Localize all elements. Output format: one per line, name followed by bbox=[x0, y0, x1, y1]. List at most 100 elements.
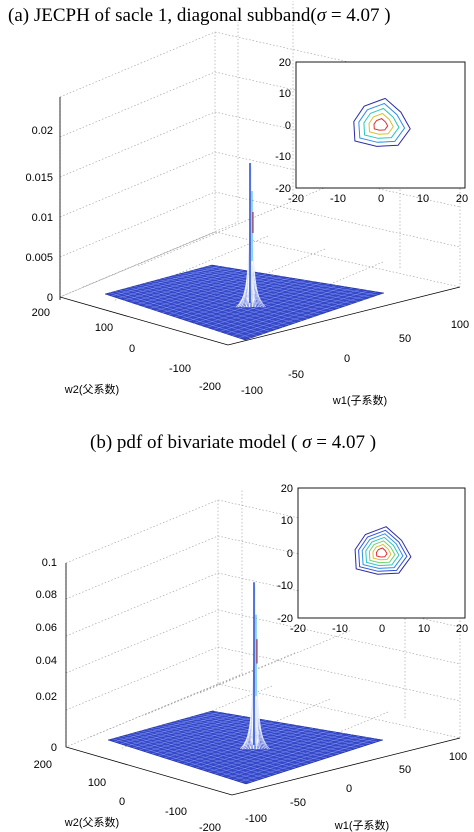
ztick-label: 0.02 bbox=[32, 125, 53, 137]
inset-ytick-label: -20 bbox=[277, 613, 293, 625]
mesh-line bbox=[200, 283, 330, 326]
peak-strand bbox=[251, 235, 265, 308]
mesh-line bbox=[187, 271, 353, 304]
contour-line bbox=[353, 97, 411, 147]
mesh-line bbox=[163, 278, 321, 315]
panel-b-axes-3d: 0 0.02 0.04 0.06 0.08 0.1 200 100 0 -100… bbox=[34, 490, 467, 832]
inset-xtick-label: 20 bbox=[456, 623, 468, 635]
mesh-line bbox=[213, 286, 345, 330]
inset-contours bbox=[353, 97, 411, 147]
panel-b-surface bbox=[107, 582, 384, 785]
w1-tick-label: 0 bbox=[346, 783, 352, 795]
mesh-line bbox=[232, 290, 369, 336]
w2-tick-label: 100 bbox=[95, 322, 113, 334]
inset-yticks: 20 10 0 -10 -20 bbox=[275, 57, 291, 195]
contour-line bbox=[358, 102, 406, 143]
w1-tick-label: 50 bbox=[399, 764, 411, 776]
ztick-label: 0.005 bbox=[25, 252, 53, 264]
mesh-line bbox=[197, 714, 365, 747]
panel-b-inset: 20 10 0 -10 -20 -20 -10 0 10 20 bbox=[277, 483, 468, 635]
contour-line bbox=[368, 540, 396, 564]
w2-tick-label: 0 bbox=[119, 796, 125, 808]
w2-tick-label: 0 bbox=[129, 343, 135, 355]
surface-peak bbox=[236, 162, 266, 308]
mesh-line bbox=[176, 725, 298, 763]
mesh-line bbox=[225, 289, 361, 334]
inset-xtick-label: -10 bbox=[330, 193, 346, 205]
inset-xtick-label: 10 bbox=[417, 193, 429, 205]
inset-xtick-label: 20 bbox=[456, 193, 468, 205]
w1-tick-label: -100 bbox=[241, 385, 263, 397]
w1-tick-label: 100 bbox=[449, 751, 467, 763]
inset-box bbox=[295, 61, 466, 189]
w2-tick-label: -100 bbox=[169, 363, 191, 375]
mesh-line bbox=[183, 718, 346, 753]
ztick-label: 0.06 bbox=[36, 622, 57, 634]
w1-axis-label: w1(子系数) bbox=[332, 394, 387, 407]
ztick-label: 0.01 bbox=[32, 212, 53, 224]
w1-tick-label: 0 bbox=[344, 353, 350, 365]
panel-a-w1-ticks: -100 -50 0 50 100 bbox=[241, 319, 469, 397]
peak-strand bbox=[256, 699, 270, 750]
panel-a-inset: 20 10 0 -10 -20 -20 -10 0 10 20 bbox=[275, 57, 468, 205]
ztick-label: 0.015 bbox=[25, 172, 53, 184]
mesh-line bbox=[227, 735, 360, 779]
panel-a-zticks: 0 0.005 0.01 0.015 0.02 bbox=[25, 125, 53, 304]
ztick-label: 0.02 bbox=[36, 691, 57, 703]
panel-a-axes-3d: 0 0.005 0.01 0.015 0.02 200 100 0 -100 -… bbox=[25, 1, 469, 407]
w2-axis-label: w2(父系数) bbox=[64, 816, 119, 829]
w1-tick-label: -50 bbox=[288, 369, 304, 381]
panel-b-zticks: 0 0.02 0.04 0.06 0.08 0.1 bbox=[36, 557, 57, 754]
panel-b-w1-ticks: -100 -50 0 50 100 bbox=[245, 751, 467, 825]
inset-ytick-label: 20 bbox=[279, 57, 291, 69]
inset-xtick-label: 10 bbox=[418, 623, 430, 635]
mesh-line bbox=[219, 287, 353, 332]
ztick-label: 0 bbox=[51, 742, 57, 754]
w2-tick-label: -200 bbox=[199, 822, 221, 832]
w2-tick-label: -200 bbox=[199, 381, 221, 393]
inset-xtick-label: 0 bbox=[378, 193, 384, 205]
mesh-line bbox=[202, 730, 329, 771]
panel-a: (a) JECPH of sacle 1, diagonal subband(σ… bbox=[8, 1, 469, 407]
panel-a-grid bbox=[59, 31, 461, 298]
inset-xtick-label: -20 bbox=[288, 193, 304, 205]
w1-tick-label: -50 bbox=[290, 797, 306, 809]
inset-xtick-label: -10 bbox=[332, 623, 348, 635]
inset-xtick-label: -20 bbox=[290, 623, 306, 635]
w1-tick-label: -100 bbox=[245, 813, 267, 825]
mesh-line bbox=[193, 716, 359, 749]
mesh-line bbox=[206, 285, 338, 328]
inset-box bbox=[297, 487, 466, 619]
mesh-line bbox=[207, 266, 378, 296]
panel-b-frame bbox=[65, 563, 461, 796]
inset-contours bbox=[354, 526, 412, 575]
panel-a-frame bbox=[59, 97, 461, 346]
contour-line bbox=[361, 533, 404, 569]
mesh-line bbox=[207, 712, 377, 743]
contour-line bbox=[373, 118, 389, 131]
panel-a-title: (a) JECPH of sacle 1, diagonal subband(σ… bbox=[8, 5, 391, 26]
ztick-label: 0 bbox=[47, 292, 53, 304]
surface-peak bbox=[240, 582, 270, 750]
w1-axis-label: w1(子系数) bbox=[334, 819, 389, 832]
panel-a-w2-ticks: 200 100 0 -100 -200 bbox=[32, 307, 221, 393]
peak-strand bbox=[252, 265, 266, 308]
inset-ytick-label: 10 bbox=[279, 88, 291, 100]
mesh-line bbox=[214, 733, 345, 775]
peak-strand bbox=[255, 665, 269, 750]
w2-tick-label: 200 bbox=[34, 759, 52, 771]
mesh-line bbox=[239, 738, 376, 783]
inset-ytick-label: 10 bbox=[281, 515, 293, 527]
mesh-line bbox=[197, 268, 366, 300]
inset-xtick-label: 0 bbox=[379, 623, 385, 635]
mesh-line bbox=[174, 278, 299, 318]
w2-tick-label: 200 bbox=[32, 307, 50, 319]
contour-line bbox=[365, 536, 400, 567]
mesh-line bbox=[208, 731, 337, 773]
mesh-line bbox=[164, 724, 321, 761]
mesh-line bbox=[188, 717, 352, 751]
mesh-line bbox=[202, 713, 371, 745]
panel-b-w2-ticks: 200 100 0 -100 -200 bbox=[34, 759, 221, 832]
inset-xticks: -20 -10 0 10 20 bbox=[290, 623, 468, 635]
